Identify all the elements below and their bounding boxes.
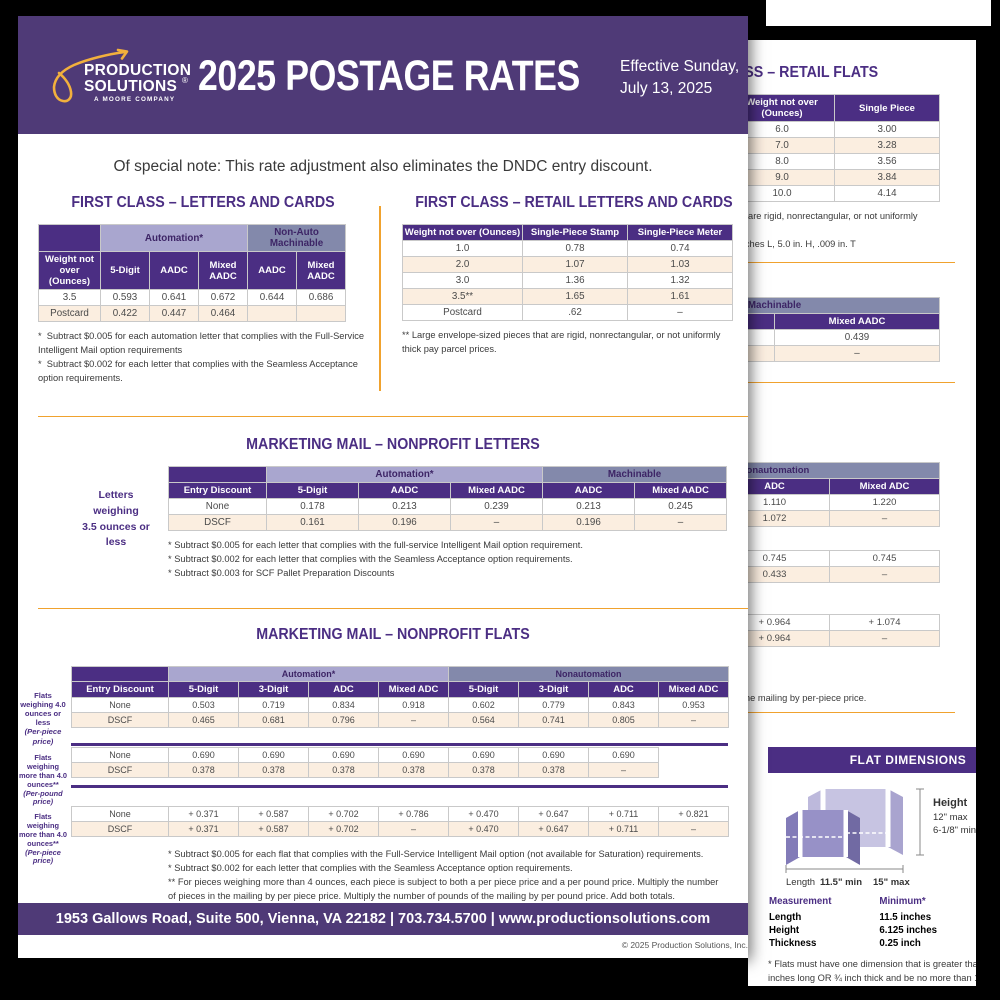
svg-text:PRODUCTION: PRODUCTION	[84, 62, 191, 79]
svg-text:Length: Length	[786, 877, 815, 888]
svg-text:6-1/8" min: 6-1/8" min	[933, 825, 976, 836]
svg-text:11.5" min: 11.5" min	[820, 877, 862, 888]
svg-text:Height: Height	[933, 797, 968, 809]
svg-text:SOLUTIONS: SOLUTIONS	[84, 78, 177, 95]
svg-text:A MOORE COMPANY: A MOORE COMPANY	[94, 96, 175, 103]
svg-text:12" max: 12" max	[933, 812, 968, 823]
svg-text:15" max: 15" max	[873, 877, 910, 888]
svg-text:®: ®	[182, 76, 188, 85]
